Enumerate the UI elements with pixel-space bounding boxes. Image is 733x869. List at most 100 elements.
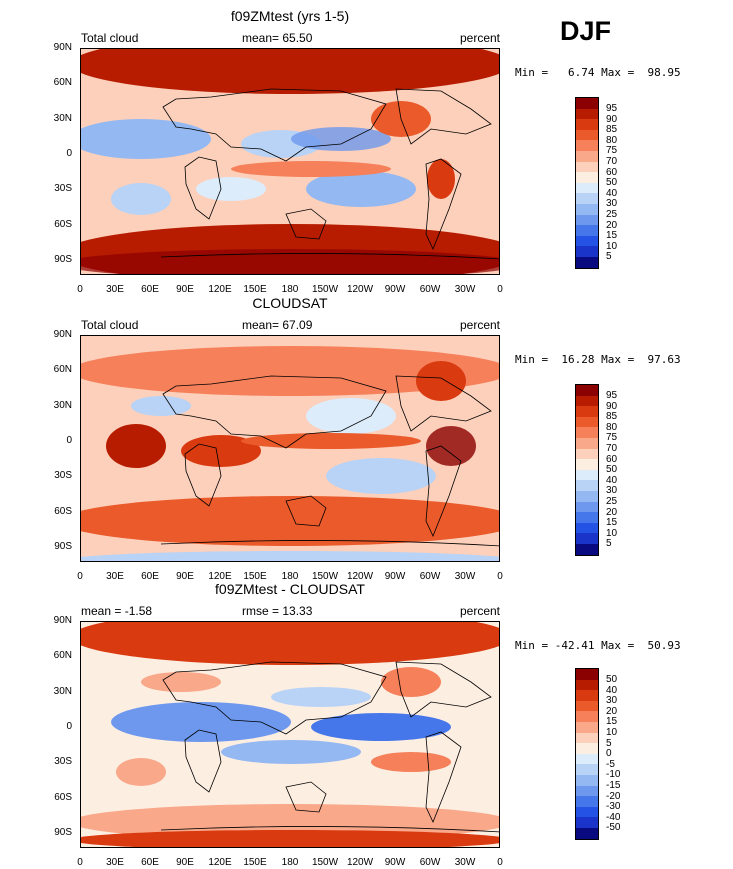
colorbar-swatch (575, 700, 599, 712)
lat-tick-label: 90S (54, 540, 72, 552)
mean-label: mean= 65.50 (242, 31, 313, 45)
lat-tick-label: 90S (54, 253, 72, 265)
lon-tick-label: 90W (384, 857, 406, 868)
lon-tick-label: 0 (77, 571, 83, 582)
colorbar-swatch (575, 690, 599, 701)
lon-tick-label: 120E (208, 571, 232, 582)
colorbar-level-label: 80 (606, 134, 618, 146)
colorbar-swatch (575, 182, 599, 194)
mean-label: mean = -1.58 (81, 604, 153, 618)
colorbar-level-label: 60 (606, 166, 618, 178)
colorbar-level-label: 10 (606, 527, 618, 539)
panel-title: CLOUDSAT (252, 295, 328, 311)
colorbar-swatch (575, 150, 599, 162)
colorbar-swatch (575, 119, 599, 130)
colorbar-swatch (575, 246, 599, 257)
colorbar-level-label: -10 (606, 769, 621, 781)
lat-tick-label: 30N (53, 399, 72, 411)
colorbar-level-label: 75 (606, 432, 618, 444)
lat-tick-label: 90N (53, 42, 72, 53)
colorbar-level-label: 5 (606, 538, 612, 550)
lon-tick-label: 120E (208, 284, 232, 295)
colorbar-swatch (575, 817, 599, 828)
panel-title: f09ZMtest - CLOUDSAT (215, 581, 365, 597)
colorbar-swatch (575, 108, 599, 120)
map-panel-obs: CLOUDSAT Total cloud mean= 67.09 percent… (0, 295, 733, 583)
colorbar-swatch (575, 437, 599, 449)
colorbar-swatch (575, 774, 599, 786)
lon-tick-label: 90E (176, 571, 194, 582)
lon-tick-label: 0 (77, 857, 83, 868)
map-panel-diff: f09ZMtest - CLOUDSAT mean = -1.58 rmse =… (0, 581, 733, 869)
cloud-diff-map-plot (80, 621, 500, 848)
colorbar-level-label: 5 (606, 251, 612, 263)
colorbar-level-label: -50 (606, 822, 621, 834)
lat-tick-label: 0 (66, 434, 72, 446)
colorbar-swatch (575, 490, 599, 502)
lat-tick-label: 90N (53, 615, 72, 626)
colorbar-level-label: 85 (606, 411, 618, 423)
units-label: percent (459, 31, 500, 45)
lon-tick-label: 30W (454, 857, 476, 868)
units-label: percent (459, 604, 500, 618)
lon-tick-label: 60W (419, 284, 441, 295)
lon-tick-label: 120W (346, 571, 374, 582)
colorbar-swatch (575, 785, 599, 797)
lat-tick-label: 60S (54, 218, 72, 230)
lon-tick-label: 120E (208, 857, 232, 868)
cloud-map-plot (80, 335, 500, 562)
lon-tick-label: 150W (311, 857, 339, 868)
colorbar-level-label: 20 (606, 506, 618, 518)
lon-tick-label: 150W (311, 284, 339, 295)
colorbar-level-label: 50 (606, 464, 618, 476)
lon-tick-label: 30E (106, 284, 124, 295)
lat-tick-label: 60S (54, 505, 72, 517)
colorbar-level-label: -20 (606, 790, 621, 802)
colorbar-swatch (575, 459, 599, 470)
colorbar-swatch (575, 416, 599, 428)
colorbar-swatch (575, 522, 599, 534)
colorbar-swatch (575, 427, 599, 438)
lat-tick-label: 60S (54, 791, 72, 803)
lat-tick-label: 0 (66, 147, 72, 159)
lat-tick-label: 90S (54, 826, 72, 838)
colorbar-level-label: 70 (606, 443, 618, 454)
colorbar-swatch (575, 97, 599, 109)
colorbar-swatch (575, 721, 599, 733)
lon-tick-label: 90W (384, 571, 406, 582)
lon-tick-label: 90E (176, 857, 194, 868)
colorbar-swatch (575, 129, 599, 141)
lon-tick-label: 0 (497, 284, 503, 295)
colorbar-level-label: 20 (606, 219, 618, 231)
colorbar-level-label: 80 (606, 421, 618, 433)
lon-tick-label: 90W (384, 284, 406, 295)
colorbar-swatch (575, 384, 599, 396)
field-label: Total cloud (81, 31, 139, 45)
colorbar-swatch (575, 193, 599, 204)
lon-tick-label: 30E (106, 857, 124, 868)
colorbar-swatches (575, 668, 599, 840)
field-label: Total cloud (81, 318, 139, 332)
minmax-label: Min = 16.28 Max = 97.63 (515, 353, 681, 366)
colorbar-level-label: 90 (606, 113, 618, 125)
colorbar-level-label: -40 (606, 811, 621, 823)
lon-tick-label: 150E (243, 857, 267, 868)
colorbar-swatch (575, 764, 599, 775)
minmax-label: Min = 6.74 Max = 98.95 (515, 66, 681, 79)
colorbar-swatch (575, 214, 599, 226)
lon-tick-label: 0 (497, 571, 503, 582)
colorbar-level-label: 40 (606, 187, 618, 199)
lon-tick-label: 60E (141, 857, 159, 868)
colorbar-level-label: 30 (606, 695, 618, 707)
colorbar-level-label: -15 (606, 780, 621, 791)
lon-tick-label: 60W (419, 857, 441, 868)
lon-tick-label: 120W (346, 857, 374, 868)
colorbar-level-label: 25 (606, 496, 618, 507)
colorbar-level-label: 50 (606, 674, 618, 685)
colorbar-level-label: 15 (606, 230, 618, 242)
lon-tick-label: 30E (106, 571, 124, 582)
colorbar-swatch (575, 512, 599, 523)
lat-tick-label: 30S (54, 470, 72, 482)
colorbar-level-label: 40 (606, 474, 618, 486)
lon-tick-label: 120W (346, 284, 374, 295)
